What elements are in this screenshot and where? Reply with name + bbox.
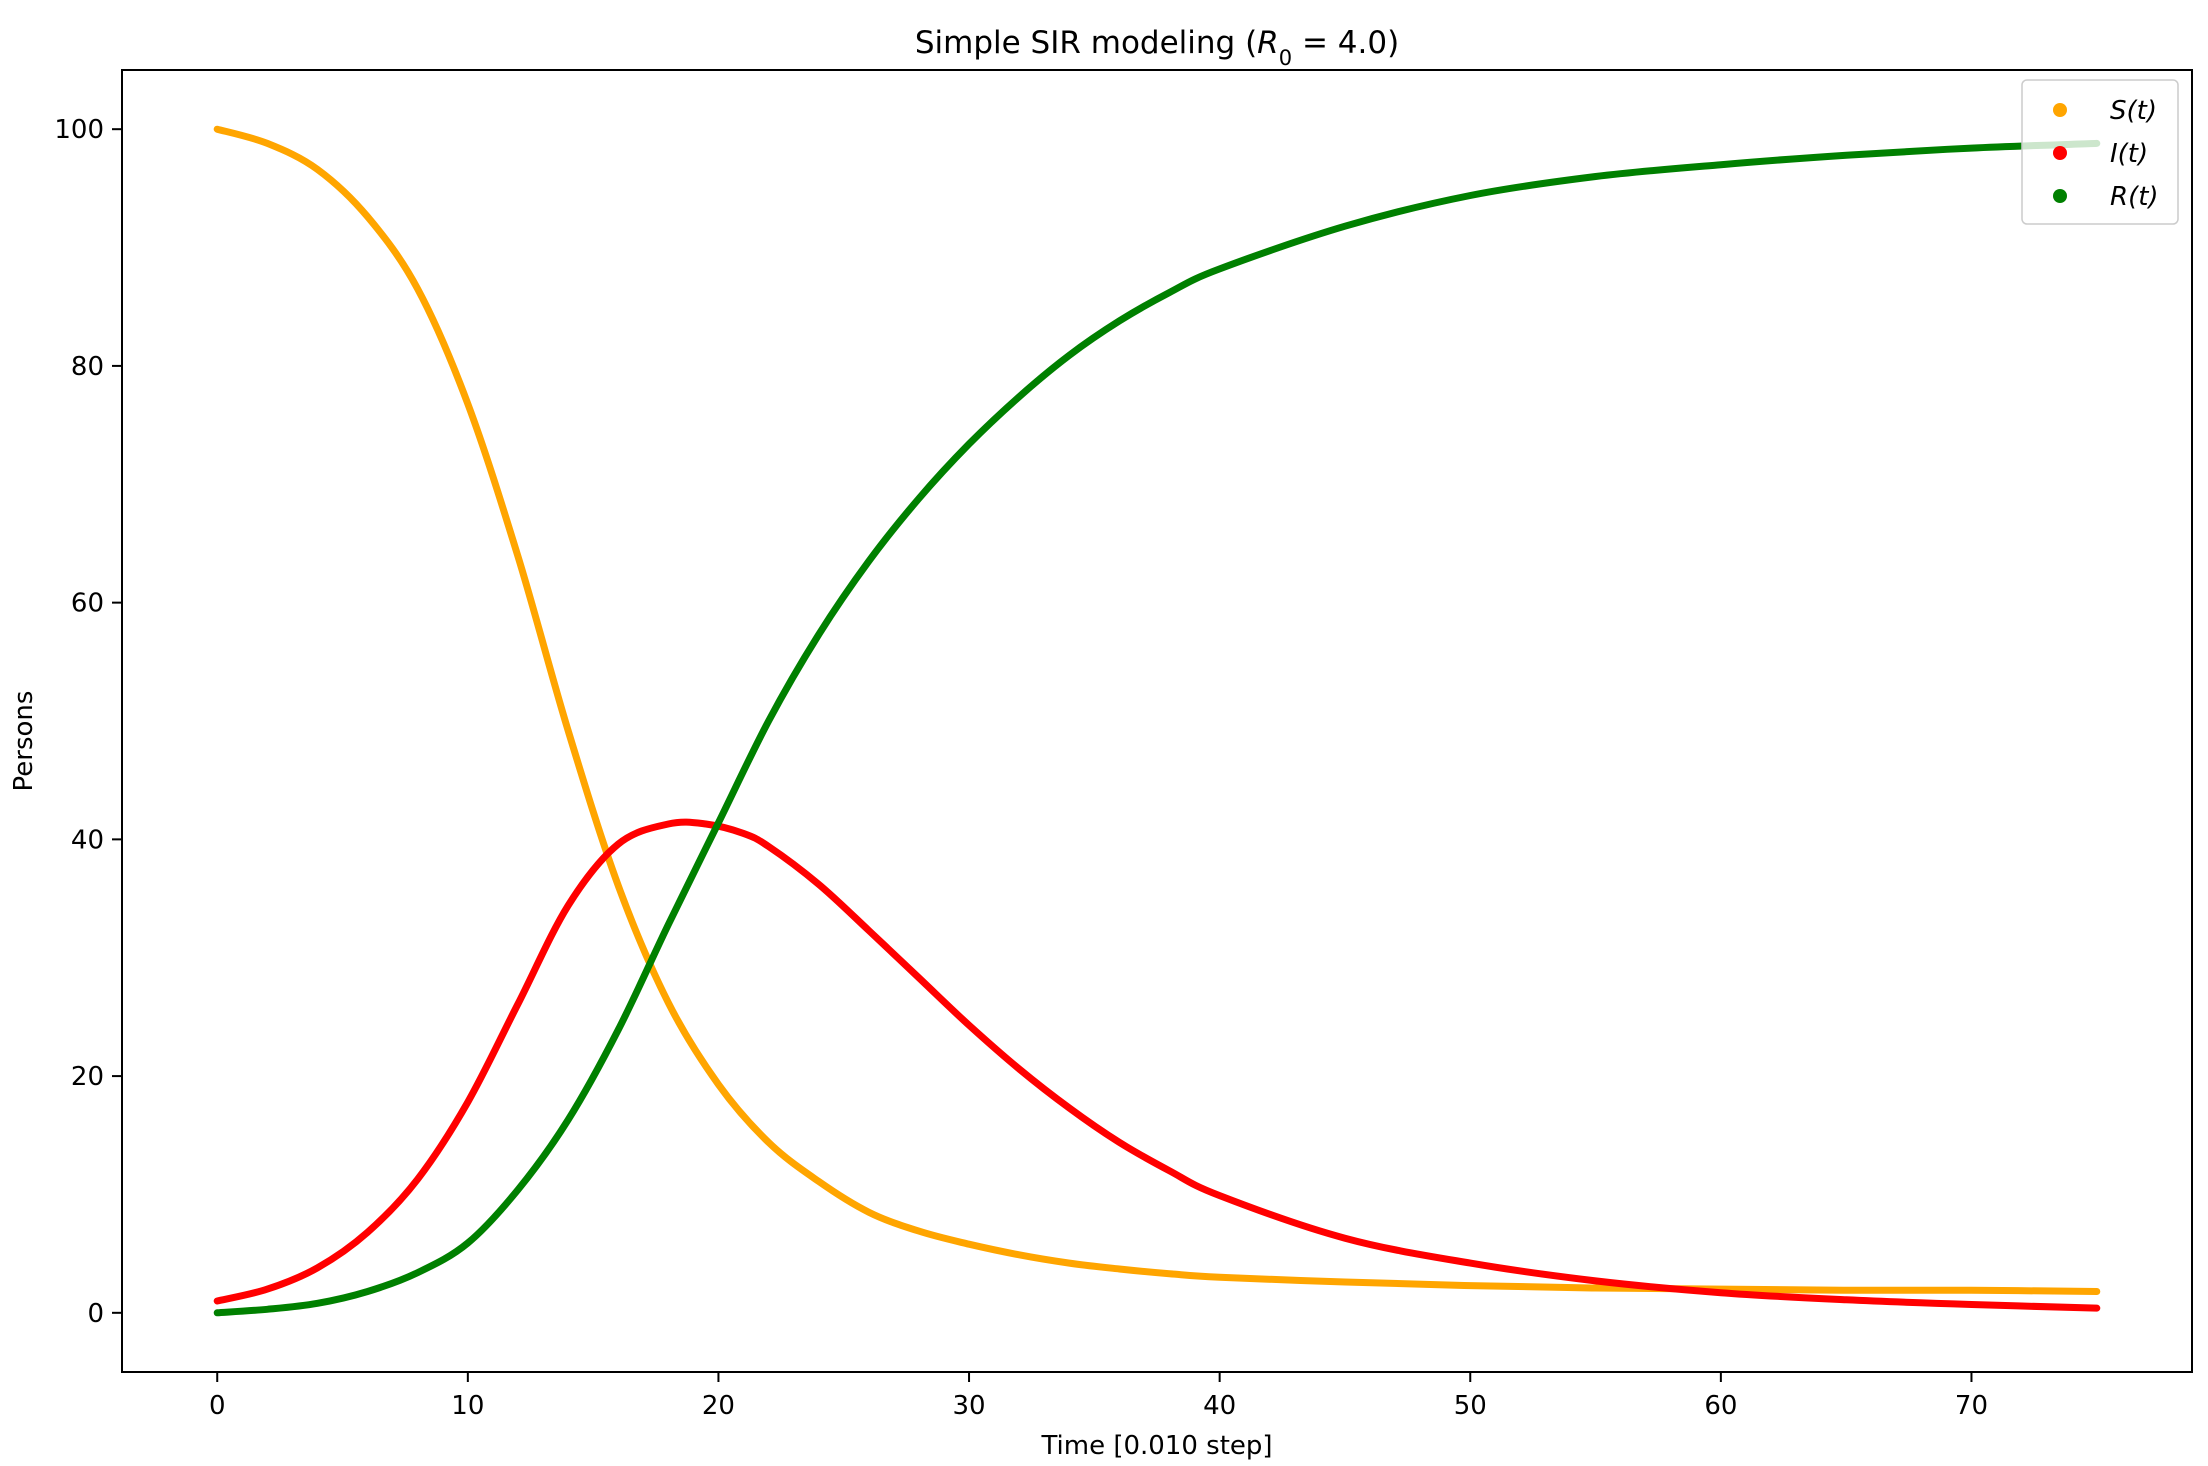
series-r-t-curve: [213, 139, 2101, 1317]
y-tick-label: 100: [54, 115, 104, 145]
plot-series: [213, 125, 2101, 1317]
x-tick-label: 40: [1203, 1391, 1236, 1421]
legend-label-s-t: S(t): [2110, 96, 2157, 126]
legend-marker-r-t: [2053, 189, 2067, 203]
chart-title: Simple SIR modeling (R0 = 4.0): [915, 25, 1399, 70]
x-axis-label: Time [0.010 step]: [1040, 1431, 1272, 1461]
y-axis-ticks: 0 20 40 60 80 100: [54, 115, 122, 1329]
x-tick-label: 60: [1704, 1391, 1737, 1421]
y-tick-label: 40: [71, 825, 104, 855]
y-tick-label: 20: [71, 1062, 104, 1092]
y-tick-label: 60: [71, 589, 104, 619]
series-s-t-curve: [213, 125, 2101, 1295]
plot-frame: [121, 69, 2193, 1373]
y-axis-label: Persons: [9, 691, 39, 792]
x-tick-label: 70: [1955, 1391, 1988, 1421]
legend-marker-s-t: [2053, 103, 2067, 117]
legend-label-i-t: I(t): [2110, 139, 2148, 169]
x-tick-label: 20: [702, 1391, 735, 1421]
x-tick-label: 50: [1454, 1391, 1487, 1421]
legend: S(t) I(t) R(t): [2021, 79, 2179, 225]
series-i-t-curve: [213, 818, 2101, 1312]
y-tick-label: 0: [87, 1299, 104, 1329]
x-tick-label: 30: [952, 1391, 985, 1421]
y-tick-label: 80: [71, 352, 104, 382]
x-tick-label: 10: [451, 1391, 484, 1421]
legend-marker-i-t: [2053, 146, 2067, 160]
legend-label-r-t: R(t): [2110, 182, 2159, 212]
x-tick-label: 0: [209, 1391, 226, 1421]
x-axis-ticks: 0 10 20 30 40 50 60 70: [209, 1372, 1988, 1421]
